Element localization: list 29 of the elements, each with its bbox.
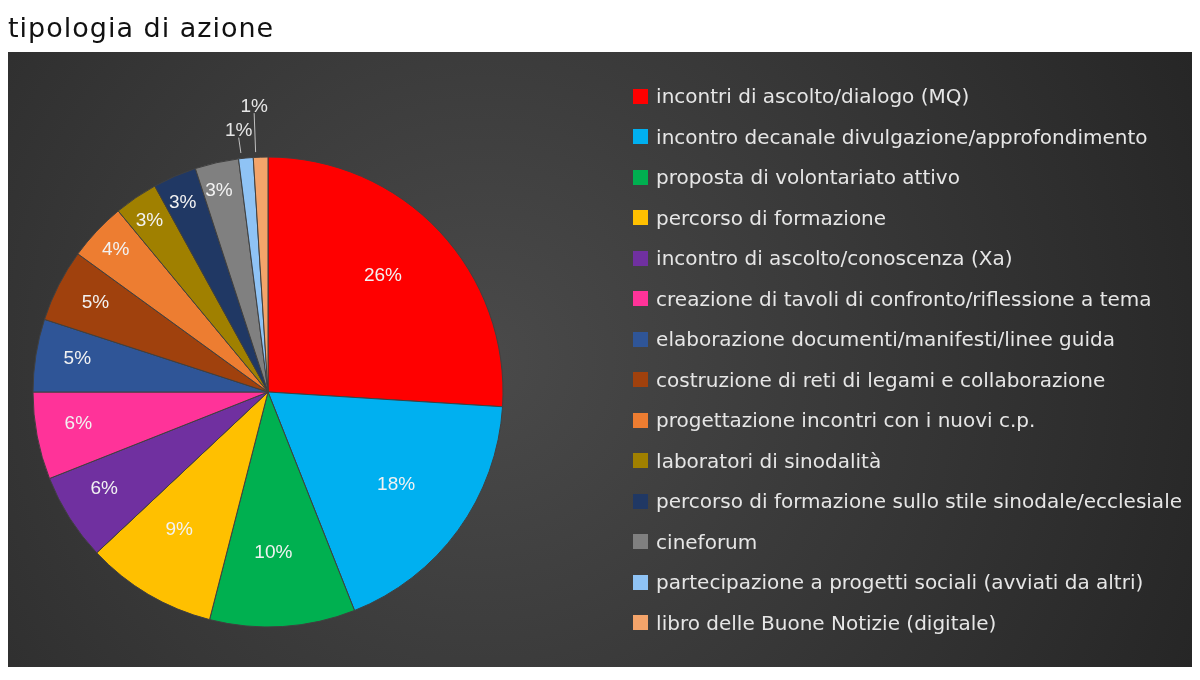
data-label: 26% <box>363 263 403 285</box>
data-label: 3% <box>205 179 233 201</box>
data-label: 10% <box>254 540 293 562</box>
legend-label: incontro di ascolto/conoscenza (Xa) <box>656 246 1013 271</box>
data-label: 3% <box>169 191 197 213</box>
legend-label: incontro decanale divulgazione/approfondimento <box>656 124 1148 149</box>
legend-label: incontri di ascolto/dialogo (MQ) <box>656 84 970 109</box>
data-label: 5% <box>63 347 92 369</box>
legend-label: partecipazione a progetti sociali (avviati da altri) <box>656 570 1144 595</box>
legend-label: progettazione incontri con i nuovi c.p. <box>656 408 1036 433</box>
legend-label: proposta di volontariato attivo <box>656 165 960 190</box>
data-label: 6% <box>90 477 119 499</box>
legend-label: percorso di formazione sullo stile sinodale/ecclesiale <box>656 489 1182 514</box>
data-label: 18% <box>377 473 416 495</box>
data-label: 9% <box>165 518 194 540</box>
data-label: 5% <box>81 291 110 313</box>
legend-label: cineforum <box>656 529 758 554</box>
legend-label: percorso di formazione <box>656 205 887 230</box>
legend-label: creazione di tavoli di confronto/riflessione a tema <box>656 286 1152 311</box>
legend-label: laboratori di sinodalità <box>656 448 882 473</box>
data-label: 3% <box>135 209 164 231</box>
data-label: 1% <box>224 119 253 141</box>
legend-label: costruzione di reti di legami e collaborazione <box>656 367 1106 392</box>
legend-label: elaborazione documenti/manifesti/linee guida <box>656 327 1115 352</box>
data-label: 1% <box>240 94 268 116</box>
data-label: 6% <box>64 411 93 433</box>
legend-label: libro delle Buone Notizie (digitale) <box>656 610 997 635</box>
data-label: 4% <box>101 238 130 260</box>
chart-title: tipologia di azione <box>8 11 276 45</box>
